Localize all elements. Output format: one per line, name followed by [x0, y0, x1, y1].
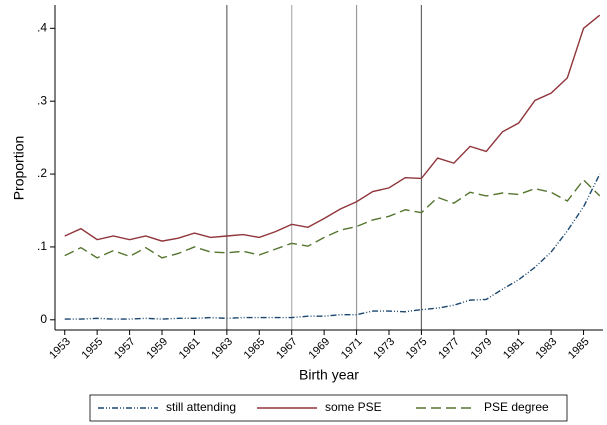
y-tick-label: 0 — [40, 312, 47, 326]
x-axis-label: Birth year — [299, 367, 359, 383]
x-tick-label: 1961 — [177, 336, 203, 362]
legend-label: PSE degree — [484, 400, 549, 414]
legend-label: still attending — [166, 400, 236, 414]
x-tick-label: 1981 — [501, 336, 527, 362]
x-tick-label: 1959 — [144, 336, 170, 362]
series-line — [64, 14, 601, 242]
x-tick-label: 1977 — [436, 336, 462, 362]
series-line — [64, 178, 601, 259]
x-tick-label: 1971 — [339, 336, 365, 362]
x-tick-label: 1965 — [242, 336, 268, 362]
legend-label: some PSE — [325, 400, 382, 414]
x-tick-label: 1985 — [566, 336, 592, 362]
x-tick-label: 1983 — [533, 336, 559, 362]
legend-box — [89, 394, 568, 422]
x-tick-label: 1975 — [404, 336, 430, 362]
x-tick-label: 1963 — [209, 336, 235, 362]
x-tick-label: 1957 — [112, 336, 138, 362]
x-tick-label: 1973 — [371, 336, 397, 362]
y-tick-label: .3 — [37, 93, 47, 107]
x-tick-label: 1979 — [469, 336, 495, 362]
x-tick-label: 1969 — [307, 336, 333, 362]
x-tick-label: 1953 — [47, 336, 73, 362]
x-tick-label: 1955 — [80, 336, 106, 362]
x-tick-label: 1967 — [274, 336, 300, 362]
y-tick-label: .1 — [37, 239, 47, 253]
y-axis-label: Proportion — [11, 136, 27, 201]
y-tick-label: .4 — [37, 20, 47, 34]
y-tick-label: .2 — [37, 166, 47, 180]
series-line — [64, 173, 601, 320]
